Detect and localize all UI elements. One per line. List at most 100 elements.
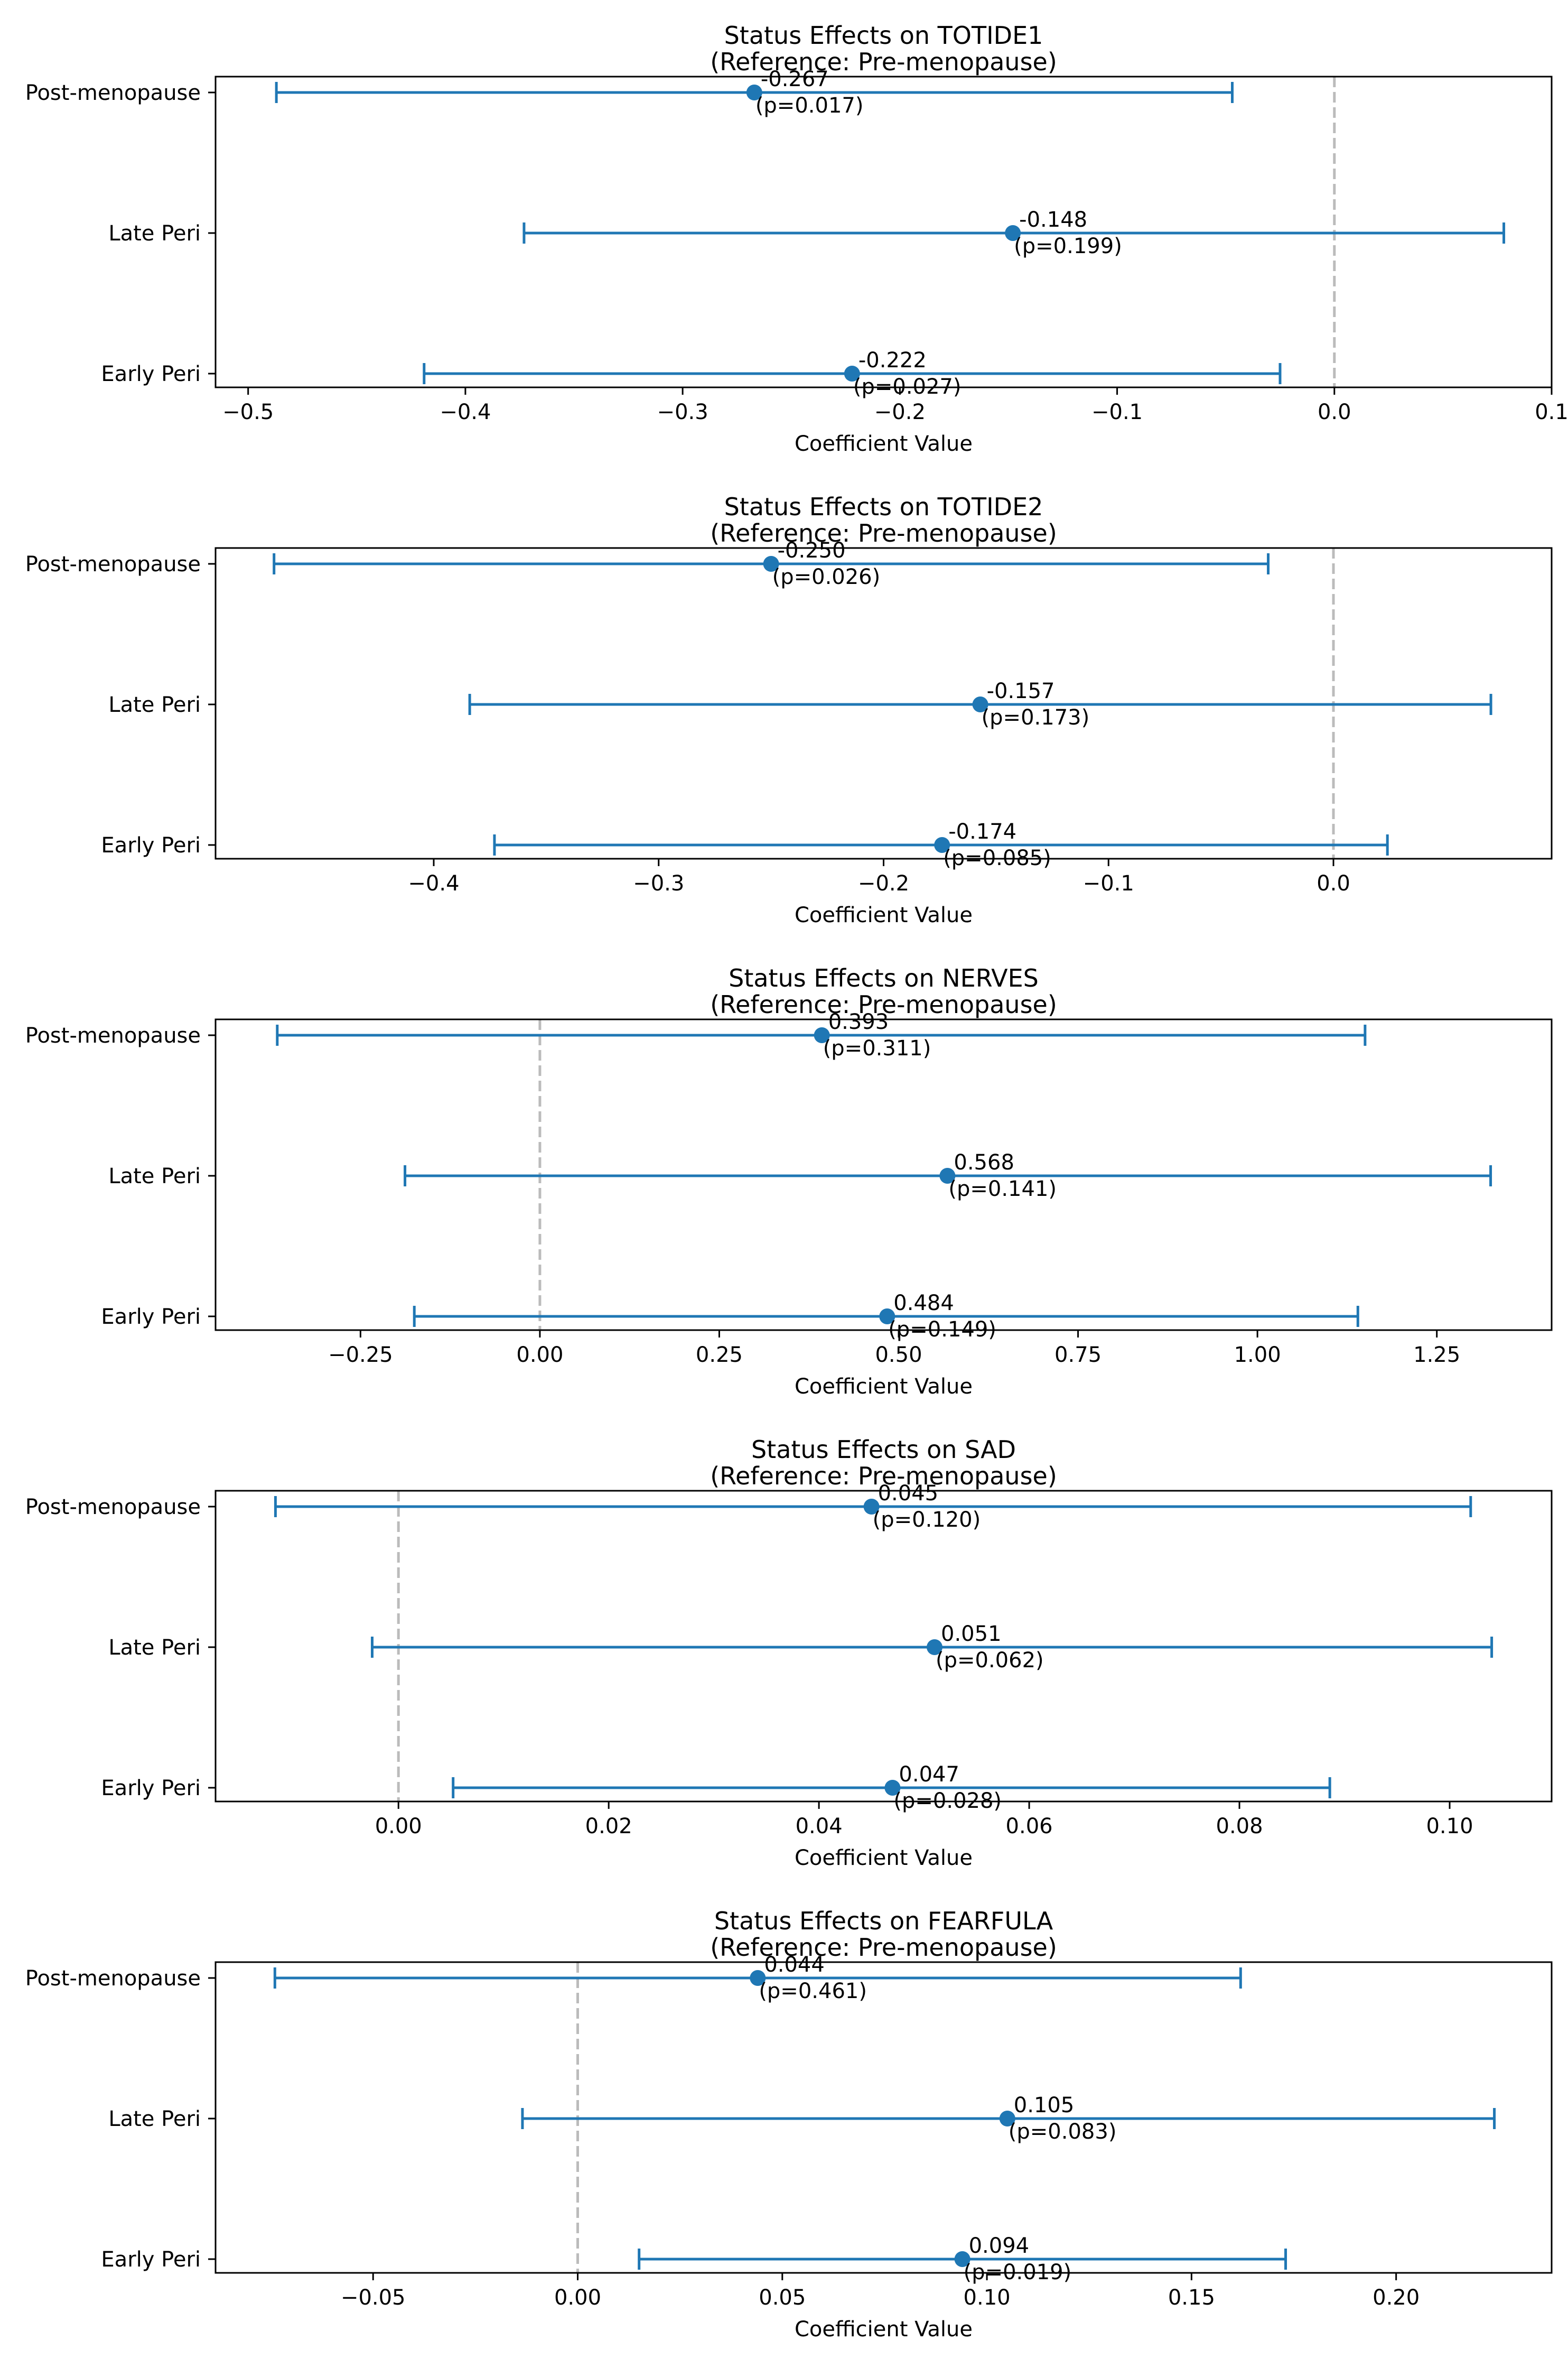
x-axis-label: Coefficient Value [795,903,973,927]
x-tick-label: 0.1 [1535,400,1568,424]
estimate-marker [746,85,762,100]
estimate-label: -0.174 [948,820,1016,844]
estimate-marker [927,1639,943,1655]
panel-title: Status Effects on NERVES [729,964,1039,992]
x-tick-label: 0.0 [1317,871,1350,896]
x-axis-label: Coefficient Value [795,2317,973,2342]
plot-frame [214,1018,1553,1331]
estimate-label: -0.267 [761,67,829,91]
panel-4: Status Effects on SAD(Reference: Pre-men… [25,1435,1553,1870]
x-tick-label: 0.00 [375,1814,422,1838]
y-tick-label: Post-menopause [25,1495,201,1519]
x-tick-label: 0.20 [1373,2286,1420,2310]
y-tick-label: Late Peri [108,1164,201,1188]
p-value-label: (p=0.062) [936,1648,1044,1673]
x-tick-label: 0.08 [1216,1814,1263,1838]
p-value-label: (p=0.461) [759,1979,867,2003]
x-tick-label: −0.25 [328,1343,393,1367]
x-tick-label: −0.1 [1083,871,1134,896]
x-tick-label: −0.4 [440,400,491,424]
panel-2: Status Effects on TOTIDE2(Reference: Pre… [25,493,1553,927]
x-tick-label: 0.10 [1426,1814,1473,1838]
estimate-label: 0.094 [969,2234,1030,2258]
estimate-marker [934,837,950,853]
x-tick-label: 0.04 [796,1814,843,1838]
y-tick-label: Late Peri [108,2107,201,2131]
p-value-label: (p=0.173) [982,705,1090,730]
x-tick-label: 0.05 [759,2286,806,2310]
panel-subtitle: (Reference: Pre-menopause) [710,1462,1057,1490]
panel-title: Status Effects on TOTIDE2 [724,493,1043,521]
y-tick-label: Late Peri [108,221,201,246]
estimate-marker [750,1970,766,1986]
estimate-marker [939,1168,956,1184]
estimate-label: 0.568 [954,1150,1014,1175]
x-tick-label: 0.15 [1168,2286,1215,2310]
x-axis-label: Coefficient Value [795,432,973,456]
p-value-label: (p=0.199) [1014,234,1122,258]
panel-1: Status Effects on TOTIDE1(Reference: Pre… [25,21,1568,456]
y-tick-label: Post-menopause [25,81,201,105]
y-tick-label: Late Peri [108,1636,201,1660]
x-axis-label: Coefficient Value [795,1846,973,1870]
p-value-label: (p=0.311) [823,1036,931,1061]
estimate-label: -0.148 [1019,208,1087,232]
y-tick-label: Post-menopause [25,552,201,577]
estimate-marker [879,1308,895,1324]
x-tick-label: −0.5 [222,400,274,424]
y-tick-label: Post-menopause [25,1024,201,1048]
y-tick-label: Early Peri [101,2247,201,2272]
x-tick-label: 0.00 [516,1343,563,1367]
x-axis-label: Coefficient Value [795,1374,973,1399]
x-tick-label: 0.06 [1006,1814,1053,1838]
x-tick-label: 0.10 [964,2286,1011,2310]
x-tick-label: −0.4 [408,871,459,896]
panel-subtitle: (Reference: Pre-menopause) [710,48,1057,76]
y-tick-label: Early Peri [101,833,201,858]
estimate-marker [763,556,779,572]
p-value-label: (p=0.141) [948,1177,1057,1201]
x-tick-label: −0.2 [874,400,926,424]
panel-title: Status Effects on SAD [751,1435,1016,1464]
estimate-label: -0.250 [778,538,846,563]
x-tick-label: 1.00 [1234,1343,1281,1367]
estimate-marker [844,366,860,382]
panel-subtitle: (Reference: Pre-menopause) [710,519,1057,547]
plot-frame [214,1961,1553,2274]
p-value-label: (p=0.083) [1009,2120,1117,2144]
estimate-label: 0.044 [764,1953,825,1977]
estimate-marker [884,1780,901,1796]
estimate-marker [972,696,988,712]
x-tick-label: 0.02 [585,1814,632,1838]
estimate-label: -0.157 [987,679,1055,703]
estimate-label: 0.105 [1014,2093,1075,2117]
estimate-label: 0.045 [878,1481,939,1506]
y-tick-label: Early Peri [101,362,201,386]
estimate-marker [863,1499,880,1515]
panel-subtitle: (Reference: Pre-menopause) [710,990,1057,1019]
estimate-marker [954,2251,970,2267]
panel-3: Status Effects on NERVES(Reference: Pre-… [25,964,1553,1399]
plot-frame [214,76,1553,388]
estimate-label: 0.484 [893,1291,954,1315]
estimate-label: 0.047 [899,1762,959,1787]
plot-frame [214,1490,1553,1803]
y-tick-label: Early Peri [101,1776,201,1800]
panel-title: Status Effects on TOTIDE1 [724,21,1043,50]
estimate-label: 0.051 [941,1622,1002,1646]
x-tick-label: 1.25 [1413,1343,1460,1367]
estimate-label: -0.222 [858,348,927,373]
panel-title: Status Effects on FEARFULA [714,1907,1053,1935]
x-tick-label: 0.75 [1054,1343,1102,1367]
x-tick-label: 0.0 [1318,400,1351,424]
p-value-label: (p=0.026) [772,565,881,589]
x-tick-label: −0.3 [633,871,684,896]
x-tick-label: −0.2 [858,871,909,896]
panel-5: Status Effects on FEARFULA(Reference: Pr… [25,1907,1553,2342]
y-tick-label: Early Peri [101,1305,201,1329]
x-tick-label: 0.00 [554,2286,601,2310]
x-tick-label: −0.05 [341,2286,406,2310]
p-value-label: (p=0.120) [873,1508,981,1532]
